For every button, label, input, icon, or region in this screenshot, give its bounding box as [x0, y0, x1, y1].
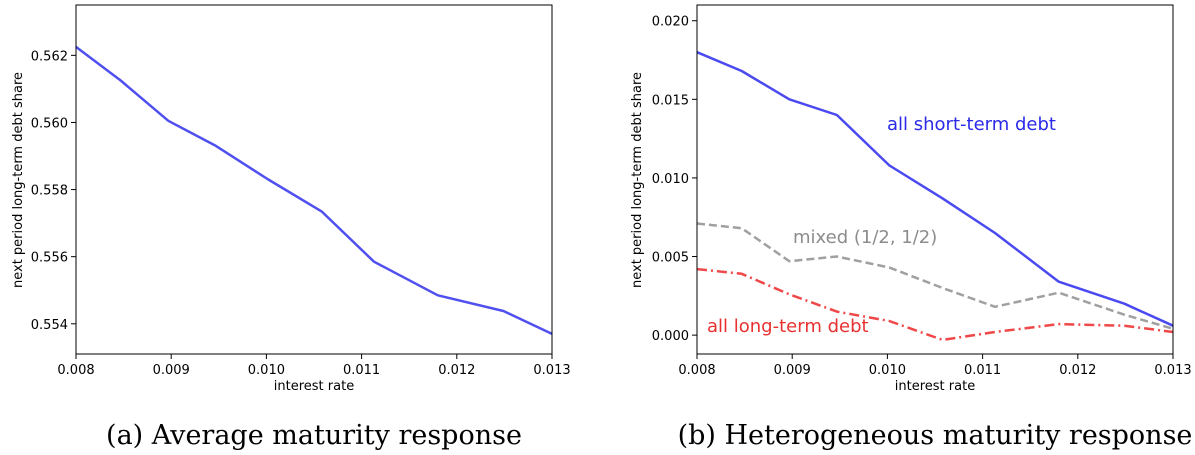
y-tick-label: 0.010 [652, 172, 689, 187]
series-line-1 [696, 222, 1174, 331]
panel-b-plot [696, 51, 1174, 342]
y-tick-label: 0.556 [31, 251, 68, 266]
x-tick-label: 0.011 [964, 363, 1001, 378]
y-tick-label: 0.015 [652, 93, 689, 108]
x-tick-label: 0.009 [153, 363, 190, 378]
x-tick-label: 0.008 [678, 363, 715, 378]
panel-a-plot [75, 45, 553, 336]
panel-a: 0.008 0.009 0.010 0.011 0.012 0.013 0.5540.55… [11, 4, 571, 451]
y-tick-label: 0.560 [31, 116, 68, 131]
label-mixed: mixed (1/2, 1/2) [793, 227, 937, 248]
y-tick-label: 0.558 [31, 184, 68, 199]
panel-a-frame [75, 4, 553, 355]
series-line-0 [75, 45, 553, 336]
label-all-short-term-debt: all short-term debt [887, 114, 1056, 135]
y-tick-label: 0.554 [31, 318, 68, 333]
panel-b-xlabel: interest rate [895, 379, 975, 394]
panel-a-y-ticks: 0.554 0.556 0.558 0.560 0.562 [31, 49, 76, 333]
y-tick-label: 0.562 [31, 49, 68, 64]
panel-b-caption: (b) Heterogeneous maturity response [678, 420, 1193, 451]
x-tick-label: 0.013 [1154, 363, 1191, 378]
y-tick-label: 0.020 [652, 15, 689, 30]
label-all-long-term-debt: all long-term debt [707, 316, 869, 337]
series-line-2 [696, 267, 1174, 342]
panel-b-ylabel: next period long-term debt share [630, 72, 645, 288]
panel-a-ylabel: next period long-term debt share [11, 72, 26, 288]
panel-b-frame [696, 4, 1174, 355]
panel-a-caption: (a) Average maturity response [106, 420, 522, 451]
x-tick-label: 0.010 [869, 363, 906, 378]
x-tick-label: 0.013 [533, 363, 570, 378]
x-tick-label: 0.010 [248, 363, 285, 378]
x-tick-label: 0.011 [343, 363, 380, 378]
x-tick-label: 0.008 [57, 363, 94, 378]
panel-b-x-ticks: 0.008 0.009 0.010 0.011 0.012 0.013 [678, 354, 1192, 378]
x-tick-label: 0.012 [438, 363, 475, 378]
series-line-0 [696, 51, 1174, 327]
x-tick-label: 0.012 [1059, 363, 1096, 378]
y-tick-label: 0.000 [652, 329, 689, 344]
panel-a-x-ticks: 0.008 0.009 0.010 0.011 0.012 0.013 [57, 354, 571, 378]
x-tick-label: 0.009 [774, 363, 811, 378]
panel-b: 0.008 0.009 0.010 0.011 0.012 0.013 0.0000.00… [630, 4, 1193, 451]
panel-b-y-ticks: 0.000 0.005 0.010 0.015 0.020 [652, 15, 697, 344]
y-tick-label: 0.005 [652, 251, 689, 266]
panel-a-xlabel: interest rate [274, 379, 354, 394]
